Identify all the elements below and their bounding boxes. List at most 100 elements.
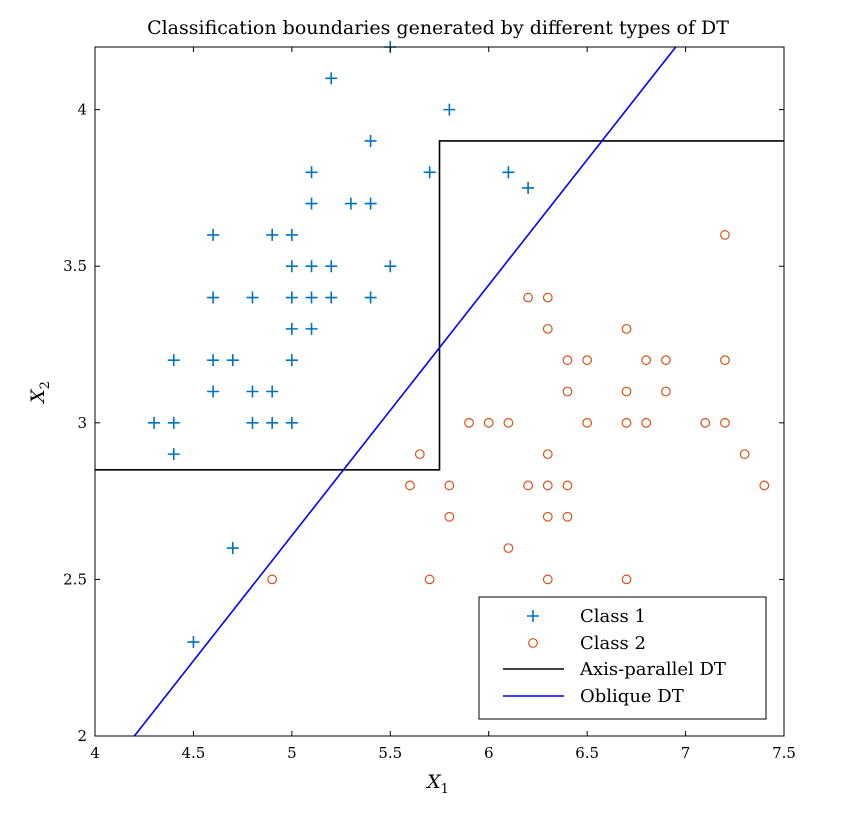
class-1-point	[325, 260, 338, 273]
class-1-point	[305, 197, 318, 210]
class-1-point	[167, 354, 180, 367]
x-axis-title-text: X	[425, 771, 442, 793]
class-1-point	[285, 354, 298, 367]
class-2-point	[503, 417, 514, 428]
x-tick-label: 4.5	[181, 744, 205, 762]
class-2-point	[582, 355, 593, 366]
class-2-point	[621, 417, 632, 428]
legend-label: Class 1	[580, 606, 646, 627]
class-2-point	[641, 417, 652, 428]
class-1-point	[246, 416, 259, 429]
class-2-point	[562, 386, 573, 397]
class-2-point	[542, 511, 553, 522]
axes-frame	[94, 46, 785, 737]
class-1-point	[226, 542, 239, 555]
class-2-point	[444, 511, 455, 522]
class-2-point	[444, 480, 455, 491]
legend: Class 1 Class 2 Axis-parallel DT Oblique DT	[478, 596, 767, 720]
oblique-boundary-line	[133, 47, 677, 736]
y-tick-label: 2.5	[63, 570, 87, 588]
class-2-point	[739, 449, 750, 460]
class-1-point	[285, 260, 298, 273]
class-1-point	[148, 416, 161, 429]
class-1-point	[207, 228, 220, 241]
y-tick-label: 4	[77, 101, 87, 119]
class-1-point	[246, 291, 259, 304]
class-2-point	[720, 355, 730, 366]
class-2-point	[542, 292, 553, 303]
class-1-point	[325, 72, 338, 85]
y-tick-label: 3	[77, 414, 87, 432]
class-2-point	[523, 292, 533, 303]
x-tick-label: 4	[90, 744, 100, 762]
class-1-point	[266, 228, 279, 241]
class-2-point	[464, 417, 474, 428]
class-1-point	[384, 260, 397, 273]
class-1-point	[364, 291, 377, 304]
class-1-point	[364, 197, 377, 210]
class-1-point	[266, 385, 279, 398]
legend-label: Axis-parallel DT	[579, 659, 726, 680]
class-2-point	[542, 480, 553, 491]
class-1-point	[285, 291, 298, 304]
class-2-point	[720, 230, 730, 240]
class-2-point	[405, 480, 415, 491]
class-1-point	[344, 197, 357, 210]
class-1-point	[187, 636, 200, 649]
class-1-point	[246, 385, 259, 398]
x-axis-title: X1	[425, 771, 449, 797]
class-1-point	[285, 416, 298, 429]
x-tick-label: 6.5	[575, 744, 599, 762]
class-2-point	[542, 449, 553, 460]
class-2-point	[759, 480, 770, 491]
class-2-point	[542, 323, 553, 334]
y-tick-label: 3.5	[63, 257, 87, 275]
y-tick-label: 2	[77, 727, 87, 745]
class-1-point	[207, 291, 220, 304]
y-axis-title-text: X	[27, 388, 49, 405]
x-tick-label: 5.5	[378, 744, 402, 762]
legend-marker-class-2	[528, 638, 538, 648]
legend-label: Oblique DT	[580, 686, 684, 707]
legend-label: Class 2	[580, 633, 646, 654]
x-axis-title-subscript: 1	[441, 782, 449, 797]
class-2-point	[582, 417, 593, 428]
class-1-point	[305, 291, 318, 304]
class-2-point	[700, 417, 711, 428]
class-1-point	[285, 322, 298, 335]
class-2-point	[503, 543, 514, 553]
class-1-point	[167, 416, 180, 429]
class-2-point	[414, 449, 425, 460]
x-tick-label: 7.5	[772, 744, 796, 762]
class-2-point	[483, 417, 494, 428]
class-2-point	[523, 480, 533, 491]
class-2-point	[641, 355, 652, 366]
class-2-point	[621, 323, 632, 334]
legend-items: Class 1 Class 2 Axis-parallel DT Oblique DT	[503, 606, 726, 707]
class-2-point	[562, 511, 573, 522]
plot-area	[95, 41, 784, 736]
x-tick-label: 7	[681, 744, 691, 762]
class-1-point	[305, 260, 318, 273]
class-1-point	[364, 134, 377, 147]
class-2-point	[562, 480, 573, 491]
x-tick-label: 6	[484, 744, 494, 762]
y-axis-title-subscript: 2	[38, 381, 53, 389]
class-1-point	[522, 181, 535, 194]
class-2-point	[621, 386, 632, 397]
class-1-point	[443, 103, 456, 116]
class-2-point	[720, 417, 730, 428]
chart-title: Classification boundaries generated by d…	[147, 17, 729, 39]
class-2-point	[660, 386, 671, 397]
class-1-point	[502, 166, 515, 179]
class-1-point	[325, 291, 338, 304]
class-1-point	[266, 416, 279, 429]
class-1-point	[167, 448, 180, 461]
class-2-point	[267, 574, 278, 585]
class-2-point	[660, 355, 671, 366]
legend-box	[478, 596, 767, 720]
class-1-point	[423, 166, 436, 179]
class-1-point	[305, 322, 318, 335]
axis-parallel-boundary-line	[95, 140, 784, 471]
